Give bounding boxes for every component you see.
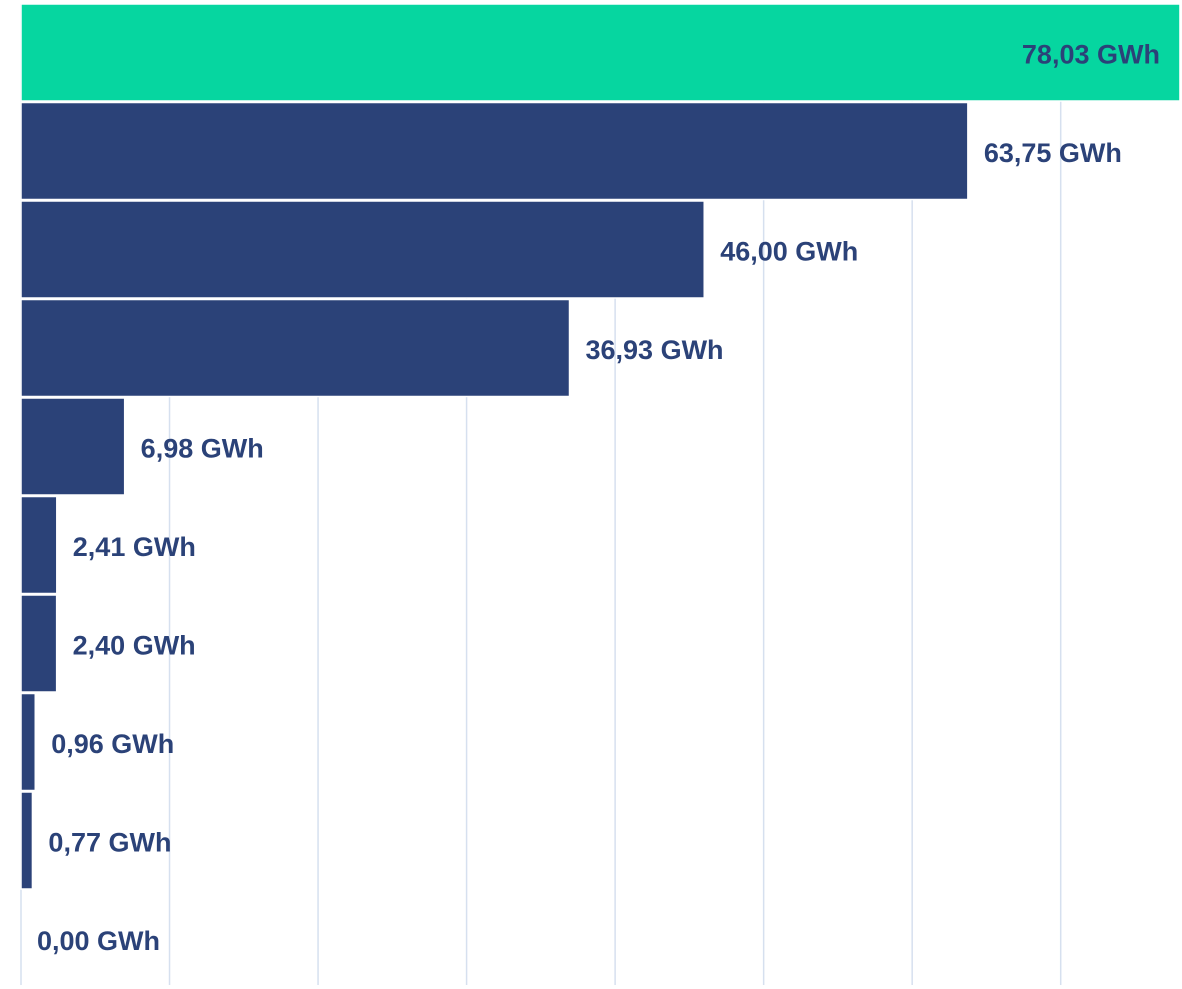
bar	[20, 200, 705, 299]
bar	[20, 397, 126, 496]
value-label: 78,03 GWh	[1022, 40, 1160, 70]
value-label: 0,00 GWh	[37, 926, 160, 956]
bar	[20, 791, 34, 890]
value-label: 36,93 GWh	[586, 335, 724, 365]
value-label: 2,40 GWh	[73, 631, 196, 661]
value-label: 2,41 GWh	[73, 532, 196, 562]
value-label: 0,96 GWh	[51, 729, 174, 759]
bar	[20, 594, 58, 693]
value-label: 63,75 GWh	[984, 138, 1122, 168]
bar	[20, 495, 58, 595]
value-label: 6,98 GWh	[141, 434, 264, 464]
bar	[20, 101, 969, 201]
value-label: 0,77 GWh	[48, 828, 171, 858]
bar	[20, 692, 37, 792]
bar	[20, 3, 1181, 102]
value-label: 46,00 GWh	[720, 237, 858, 267]
bar	[20, 298, 571, 398]
